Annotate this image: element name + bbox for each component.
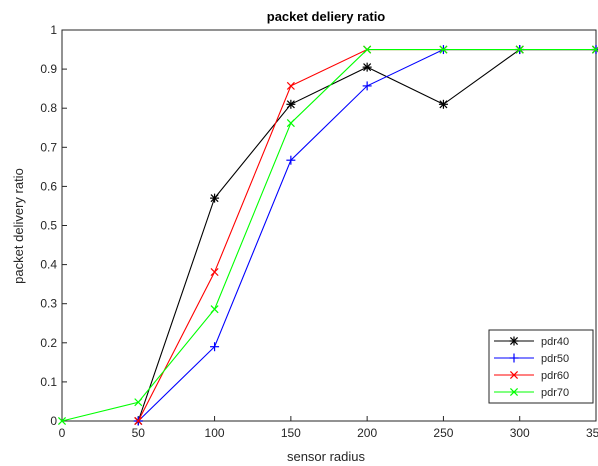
y-tick-label: 0.9: [40, 62, 57, 76]
data-point-pdr60: [286, 81, 295, 90]
x-tick-label: 0: [59, 426, 66, 440]
x-tick-label: 200: [357, 426, 377, 440]
series-line-pdr70: [61, 48, 596, 422]
x-tick-label: 350: [586, 426, 598, 440]
data-point-pdr40: [286, 99, 296, 109]
y-tick-label: 0.3: [40, 297, 57, 311]
data-point-pdr70: [515, 45, 524, 54]
y-tick-label: 0.7: [40, 140, 57, 154]
legend-label-pdr40: pdr40: [541, 336, 569, 348]
x-tick-label: 300: [510, 426, 530, 440]
data-point-pdr70: [210, 305, 219, 314]
y-tick-label: 0.2: [40, 336, 57, 350]
y-tick-label: 0.5: [40, 219, 57, 233]
legend-label-pdr60: pdr60: [541, 370, 569, 382]
legend-marker-pdr70: [509, 387, 519, 397]
data-point-pdr50: [210, 342, 220, 352]
legend-marker-pdr60: [509, 370, 519, 380]
data-point-pdr50: [362, 81, 372, 91]
y-tick-label: 1: [50, 23, 57, 37]
data-point-pdr40: [210, 193, 220, 203]
y-tick-label: 0.6: [40, 179, 57, 193]
y-tick-label: 0.4: [40, 258, 57, 272]
data-point-pdr70: [363, 45, 372, 54]
y-tick-label: 0.8: [40, 101, 57, 115]
x-tick-label: 150: [281, 426, 301, 440]
x-axis-ticks: 0 50 100 150 200 250 300 350: [59, 416, 598, 440]
legend-marker-pdr50: [509, 353, 519, 363]
data-point-pdr70: [286, 119, 295, 128]
y-tick-label: 0.1: [40, 375, 57, 389]
data-point-pdr70: [57, 416, 67, 426]
y-tick-label: 0: [50, 414, 57, 428]
data-point-pdr40: [438, 99, 448, 109]
legend-marker-pdr40: [509, 336, 519, 346]
data-point-pdr70: [439, 45, 448, 54]
data-point-pdr50: [286, 155, 296, 165]
x-tick-label: 100: [205, 426, 225, 440]
legend-box: [488, 329, 594, 404]
y-axis-label: packet delivery ratio: [11, 168, 26, 284]
legend-label-pdr70: pdr70: [541, 387, 569, 399]
data-point-pdr70: [591, 45, 598, 54]
legend-label-pdr50: pdr50: [541, 353, 569, 365]
legend: pdr40 pdr50 pdr60 pdr70: [488, 329, 594, 404]
data-point-pdr60: [134, 416, 143, 426]
x-axis-label: sensor radius: [287, 449, 366, 464]
series-layer: [57, 45, 598, 426]
x-tick-label: 250: [433, 426, 453, 440]
data-point-pdr70: [134, 398, 143, 407]
x-tick-label: 50: [132, 426, 146, 440]
data-point-pdr60: [210, 268, 219, 277]
chart-title: packet deliery ratio: [267, 9, 386, 24]
data-point-pdr40: [362, 62, 372, 72]
y-axis-ticks: 0 0.1 0.2 0.3 0.4 0.5 0.6 0.7 0.8 0.9 1: [40, 23, 67, 428]
